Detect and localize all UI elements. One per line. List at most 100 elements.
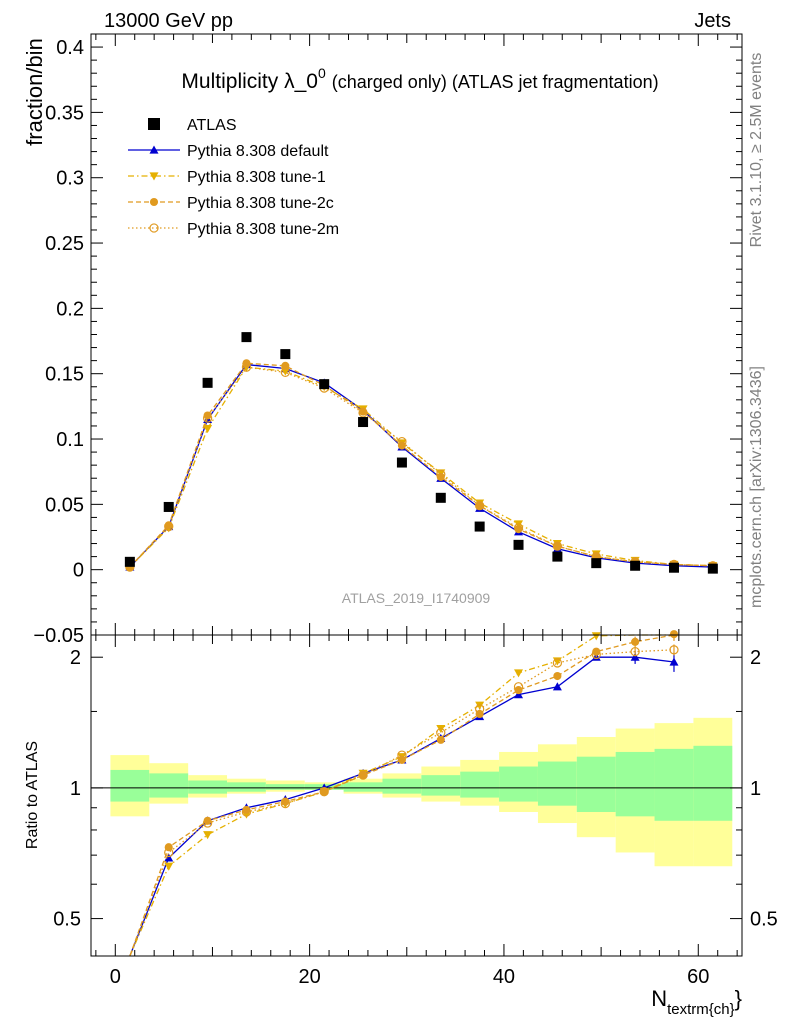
- series-3-ratio-point: [397, 755, 406, 764]
- series-4-point: [552, 541, 563, 551]
- series-3-ratio-point: [514, 686, 523, 695]
- data-point: [319, 379, 330, 390]
- data-point: [474, 521, 485, 532]
- y-tick-label: −0.05: [33, 625, 84, 647]
- band-inner-bin: [693, 745, 733, 821]
- data-series: [124, 332, 718, 574]
- y-tick-label: 0.25: [45, 233, 84, 255]
- data-point: [552, 551, 563, 562]
- band-inner-bin: [615, 751, 655, 817]
- series-1-line: [129, 363, 713, 568]
- series-layer: [124, 332, 718, 957]
- series-4-ratio-point: [591, 649, 601, 660]
- ratio-tick-label-right: 1: [750, 778, 761, 800]
- legend-marker-4: [149, 223, 159, 233]
- ratio-tick-label-right: 0.5: [750, 909, 778, 931]
- legend: ATLAS Pythia 8.308 default Pythia 8.308 tu…: [128, 117, 339, 238]
- series-2-ratio-point: [591, 632, 601, 641]
- data-point: [163, 501, 174, 512]
- series-4-point: [358, 408, 368, 418]
- x-axis-label: Ntextrm{ch}}: [651, 986, 742, 1018]
- ratio-tick-label-left: 0.5: [53, 909, 81, 931]
- band-inner-bin: [460, 771, 500, 798]
- series-2-ratio-point: [514, 669, 524, 678]
- band-inner-bin: [343, 782, 383, 792]
- y-axis-label: fraction/bin: [22, 38, 47, 146]
- band-inner-bin: [537, 761, 577, 806]
- series-4-point: [475, 501, 485, 511]
- data-point: [630, 560, 641, 571]
- band-inner-bin: [110, 769, 150, 802]
- series-4-point: [397, 436, 407, 447]
- series-4-ratio-point: [241, 807, 252, 817]
- series-3-point: [203, 411, 212, 420]
- series-4-ratio-point: [397, 750, 407, 760]
- series-2-point: [203, 424, 213, 434]
- series-4-ratio-point: [164, 847, 174, 858]
- x-tick-label: 40: [493, 966, 515, 988]
- series-3-point: [281, 361, 290, 370]
- legend-marker-1: [149, 145, 159, 154]
- series-3-line: [129, 362, 713, 568]
- series-4-ratio-line: [129, 649, 675, 957]
- data-point: [396, 457, 407, 468]
- legend-label-4: Pythia 8.308 tune-2m: [187, 221, 339, 238]
- band-inner-bin: [149, 773, 189, 798]
- series-4-ratio: [129, 644, 679, 957]
- x-tick-label: 20: [298, 966, 320, 988]
- analysis-watermark: ATLAS_2019_I1740909: [342, 590, 491, 606]
- series-3-ratio-point: [553, 671, 562, 681]
- x-tick-label: 60: [687, 966, 709, 988]
- header-right: Jets: [694, 10, 731, 32]
- y-tick-label: 0.05: [45, 494, 84, 516]
- data-point: [241, 332, 252, 343]
- legend-label-atlas: ATLAS: [187, 117, 237, 134]
- ratio-tick-label-right: 2: [750, 647, 761, 669]
- data-point: [591, 558, 602, 569]
- y-tick-label: 0.1: [56, 429, 84, 451]
- x-tick-label: 0: [110, 966, 121, 988]
- band-inner-bin: [227, 782, 266, 792]
- y-tick-label: 0.2: [56, 298, 84, 320]
- series-4-point: [202, 413, 213, 423]
- legend-marker-2: [149, 172, 159, 181]
- ratio-tick-label-left: 2: [70, 647, 81, 669]
- title-tail: (charged only) (ATLAS jet fragmentation): [332, 72, 659, 92]
- ratio-plot-frame: [90, 634, 743, 957]
- axes-layer: 0 20 40 60−0.0500.050.10.150.20.250.30.350.…: [33, 34, 778, 988]
- series-4-ratio-point: [358, 770, 368, 780]
- series-3-ratio-point: [631, 637, 640, 646]
- series-1-ratio-point: [514, 690, 524, 699]
- series-4-ratio-point: [436, 728, 446, 738]
- data-point: [124, 556, 135, 567]
- series-1-ratio-point: [164, 853, 174, 862]
- y-tick-label: 0.15: [45, 364, 84, 386]
- ratio-tick-label-left: 1: [70, 778, 81, 800]
- series-1-ratio-point: [669, 657, 679, 666]
- series-4-ratio-point: [552, 658, 563, 668]
- band-inner-bin: [576, 756, 616, 812]
- uncertainty-bands: [110, 717, 733, 867]
- title-superscript: 0: [318, 65, 326, 81]
- series-2-main: [125, 363, 718, 572]
- series-1-ratio-point: [552, 682, 562, 691]
- y-tick-label: 0: [73, 560, 84, 582]
- x-label-sub: textrm{ch}: [667, 1001, 735, 1018]
- series-2-line: [129, 366, 713, 568]
- legend-label-2: Pythia 8.308 tune-1: [187, 169, 326, 186]
- series-4-ratio-point: [669, 645, 679, 655]
- mcplots-label: mcplots.cern.ch [arXiv:1306.3436]: [748, 366, 765, 608]
- series-4-point: [164, 521, 174, 532]
- series-4-ratio-point: [202, 818, 213, 828]
- series-2-ratio-point: [203, 831, 213, 840]
- series-3-ratio-point: [669, 630, 679, 639]
- series-3-ratio-point: [475, 709, 484, 719]
- y-tick-label: 0.4: [56, 37, 84, 59]
- series-4-ratio-point: [475, 704, 485, 714]
- legend-marker-3: [149, 197, 159, 207]
- series-3-point: [553, 542, 562, 551]
- band-inner-bin: [265, 784, 305, 790]
- series-4-ratio-point: [319, 787, 329, 797]
- series-4-ratio-point: [280, 798, 290, 809]
